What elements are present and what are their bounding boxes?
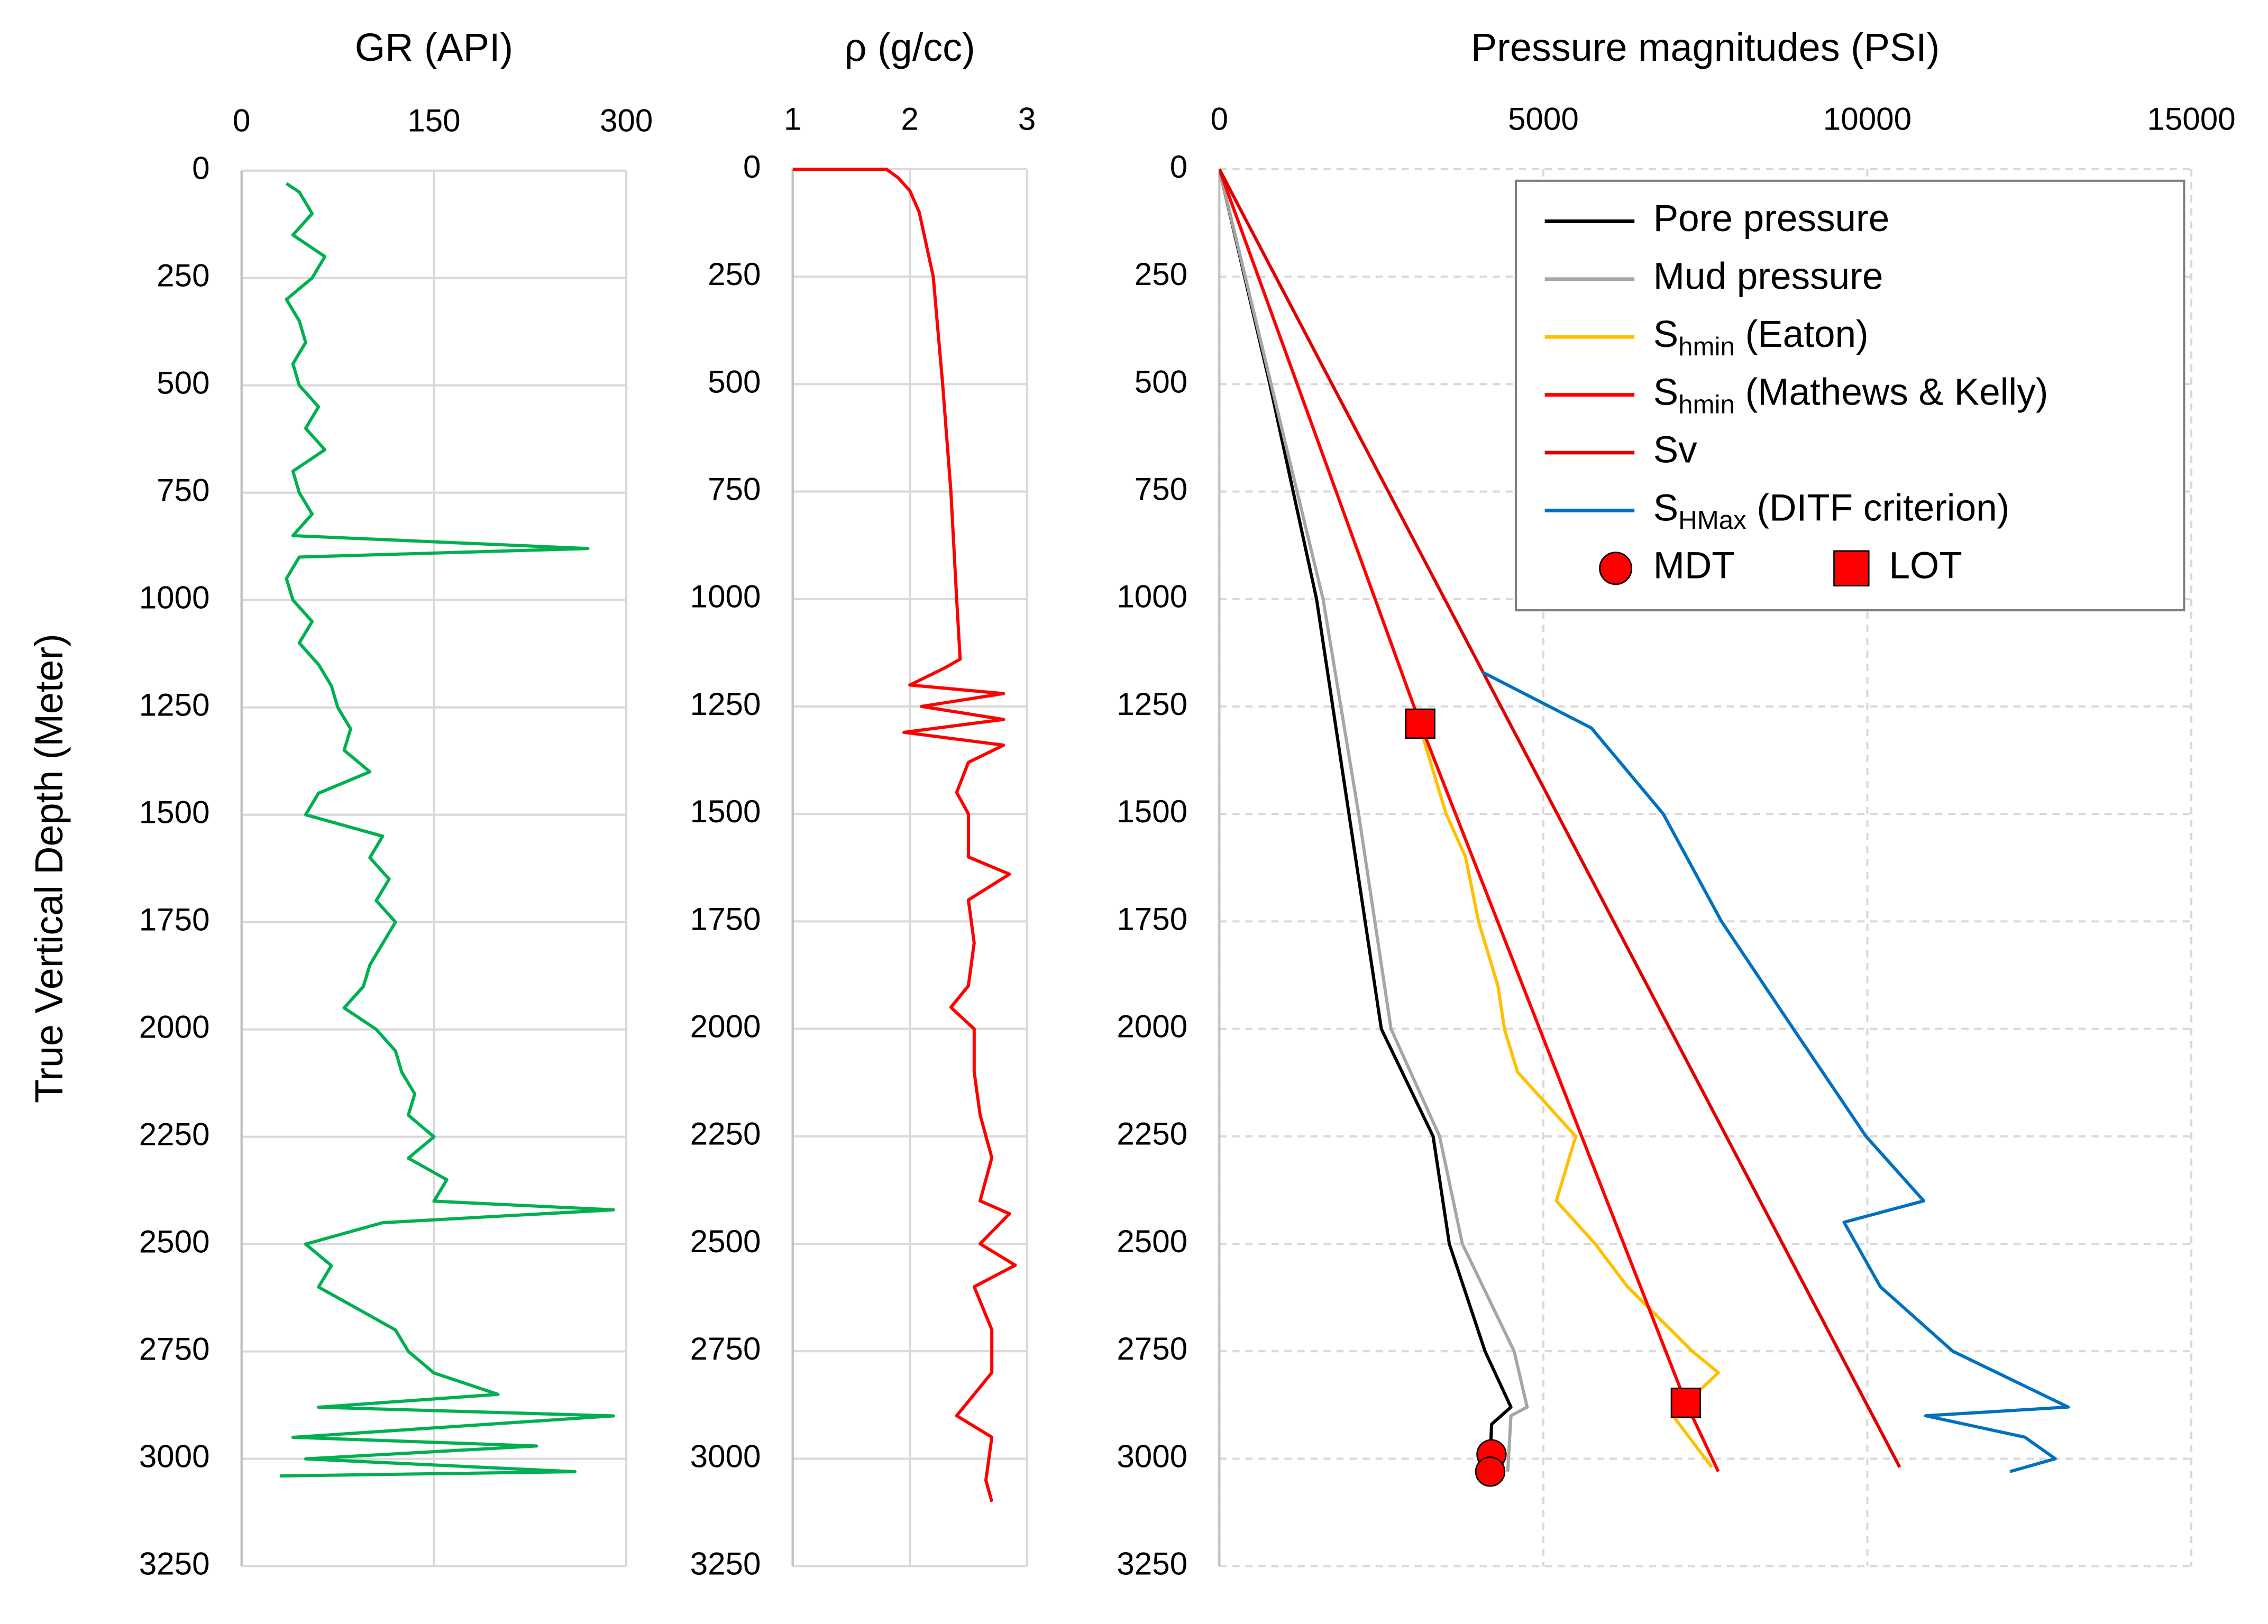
x-tick-label: 10000 — [1823, 102, 1912, 137]
series-line — [280, 182, 615, 1478]
y-tick-label: 3250 — [1117, 1546, 1187, 1582]
marker — [1475, 1456, 1506, 1487]
x-tick-label: 1 — [784, 102, 801, 137]
y-tick-label: 1250 — [139, 687, 210, 723]
x-tick-label: 0 — [1211, 102, 1228, 137]
y-tick-label: 1000 — [690, 579, 761, 614]
y-tick-label: 1500 — [139, 795, 210, 830]
x-tick-label: 15000 — [2147, 102, 2235, 137]
y-tick-label: 2000 — [139, 1010, 210, 1045]
y-tick-label: 2500 — [1117, 1224, 1187, 1259]
y-tick-label: 1750 — [690, 901, 761, 937]
y-tick-label: 750 — [708, 471, 761, 507]
y-tick-label: 2000 — [1117, 1008, 1187, 1044]
series-line — [792, 167, 1017, 1502]
y-tick-label: 2000 — [690, 1008, 761, 1044]
legend-label: Shmin (Mathews & Kelly) — [1653, 371, 2048, 419]
legend-label: Mud pressure — [1653, 256, 1883, 298]
y-tick-label: 2750 — [1117, 1331, 1187, 1366]
y-tick-label: 2500 — [139, 1224, 210, 1260]
series-line — [1219, 169, 1513, 1459]
y-tick-label: 2250 — [690, 1116, 761, 1152]
series-line — [1481, 671, 2070, 1473]
x-tick-label: 0 — [233, 103, 250, 138]
x-tick-label: 3 — [1018, 102, 1036, 137]
y-tick-label: 500 — [1135, 364, 1187, 399]
y-tick-label: 1000 — [139, 580, 210, 616]
y-tick-label: 1000 — [1117, 579, 1187, 614]
legend-swatch — [1833, 550, 1870, 586]
x-tick-label: 300 — [600, 103, 653, 138]
y-tick-label: 1500 — [1117, 794, 1187, 829]
y-tick-label: 2250 — [1117, 1116, 1187, 1152]
legend-label-part: S — [1653, 314, 1678, 355]
legend-label: LOT — [1889, 545, 1962, 586]
y-tick-label: 1500 — [690, 794, 761, 829]
y-tick-label: 0 — [743, 149, 761, 185]
legend-label-part: (Eaton) — [1735, 314, 1869, 355]
y-tick-label: 750 — [1135, 471, 1187, 507]
legend-label: Shmin (Eaton) — [1653, 314, 1869, 361]
chart-title: Pressure magnitudes (PSI) — [1471, 25, 1940, 69]
legend-label-part: HMax — [1678, 506, 1746, 535]
marker — [1670, 1388, 1702, 1418]
legend-label-part: S — [1653, 371, 1678, 413]
y-tick-label: 250 — [708, 256, 761, 292]
x-tick-label: 5000 — [1508, 102, 1579, 137]
y-tick-label: 250 — [157, 258, 209, 293]
y-tick-label: 3000 — [1117, 1438, 1187, 1474]
y-tick-label: 2750 — [139, 1332, 210, 1367]
legend-label-part: (Mathews & Kelly) — [1735, 371, 2048, 413]
y-tick-label: 3250 — [690, 1546, 761, 1582]
x-tick-label: 150 — [407, 103, 460, 138]
marker — [1405, 708, 1435, 739]
y-tick-label: 2750 — [690, 1331, 761, 1366]
y-tick-label: 3000 — [139, 1439, 210, 1474]
y-axis-label: True Vertical Depth (Meter) — [27, 634, 71, 1103]
y-tick-label: 250 — [1135, 256, 1187, 292]
y-tick-label: 2500 — [690, 1224, 761, 1259]
chart-title: GR (API) — [355, 25, 513, 69]
y-tick-label: 1250 — [690, 686, 761, 722]
legend-label-part: hmin — [1678, 332, 1735, 361]
y-tick-label: 500 — [708, 364, 761, 399]
series-line — [1219, 168, 1720, 1473]
series-line — [1219, 169, 1529, 1472]
series-line — [1419, 727, 1720, 1469]
legend-label-part: hmin — [1678, 390, 1735, 419]
y-tick-label: 500 — [157, 365, 209, 401]
y-tick-label: 2250 — [139, 1117, 210, 1152]
y-tick-label: 0 — [1170, 149, 1187, 185]
legend-label: SHMax (DITF criterion) — [1653, 487, 2010, 535]
series-line — [1219, 168, 1901, 1468]
legend-label-part: S — [1653, 487, 1678, 529]
legend-label: MDT — [1653, 545, 1735, 586]
chart-title: ρ (g/cc) — [845, 25, 975, 69]
legend-swatch — [1599, 552, 1633, 585]
x-tick-label: 2 — [901, 102, 918, 137]
y-tick-label: 1250 — [1117, 686, 1187, 722]
legend-label: Sv — [1653, 429, 1697, 471]
legend-label-part: (DITF criterion) — [1746, 487, 2010, 529]
y-tick-label: 3250 — [139, 1546, 210, 1582]
y-tick-label: 3000 — [690, 1438, 761, 1474]
y-tick-label: 0 — [192, 151, 209, 186]
y-tick-label: 1750 — [1117, 901, 1187, 937]
y-tick-label: 750 — [157, 473, 209, 508]
legend-label: Pore pressure — [1653, 198, 1890, 240]
y-tick-label: 1750 — [139, 902, 210, 938]
